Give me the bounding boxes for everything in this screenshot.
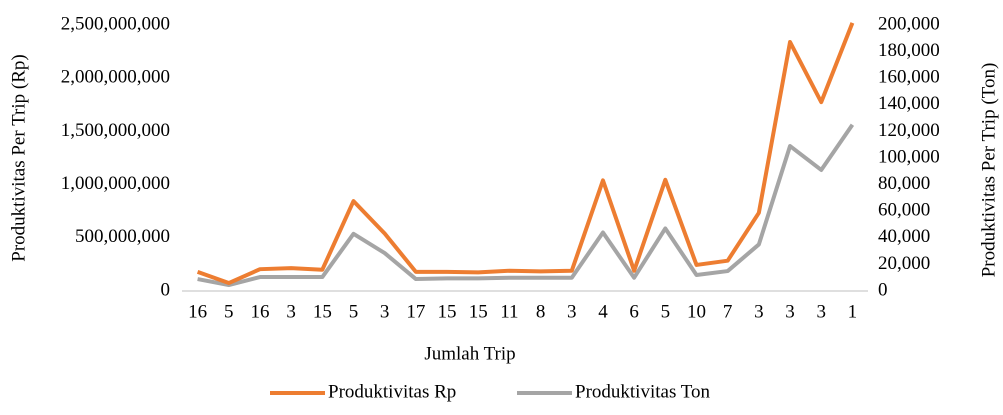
- x-tick-label: 3: [816, 301, 826, 322]
- y2ticks-label: 0: [878, 279, 888, 300]
- x-tick-label: 5: [661, 301, 671, 322]
- x-tick-label: 3: [754, 301, 764, 322]
- x-tick-label: 7: [723, 301, 733, 322]
- series-line: [196, 22, 855, 286]
- y2ticks-label: 200,000: [878, 13, 940, 34]
- y-axis-label: Produktivitas Per Trip (Rp): [8, 54, 29, 261]
- yticks-label: 2,500,000,000: [61, 13, 170, 34]
- x-tick-label: 3: [380, 301, 390, 322]
- x-tick-label: 11: [500, 301, 518, 322]
- x-tick-label: 3: [785, 301, 795, 322]
- y2ticks-label: 20,000: [878, 253, 930, 274]
- legend-label: Produktivitas Ton: [575, 381, 711, 402]
- y2ticks-label: 60,000: [878, 200, 930, 221]
- yticks-label: 2,000,000,000: [61, 67, 170, 88]
- legend-label: Produktivitas Rp: [328, 381, 456, 402]
- yticks-label: 500,000,000: [75, 226, 170, 247]
- yticks-label: 1,500,000,000: [61, 120, 170, 141]
- x-tick-label: 5: [224, 301, 234, 322]
- x-tick-label: 3: [286, 301, 296, 322]
- x-tick-label: 3: [567, 301, 577, 322]
- x-tick-label: 16: [250, 301, 269, 322]
- y2ticks-label: 100,000: [878, 146, 940, 167]
- y2ticks-label: 40,000: [878, 226, 930, 247]
- y2ticks-label: 160,000: [878, 67, 940, 88]
- x-tick-label: 5: [349, 301, 359, 322]
- x-tick-label: 10: [687, 301, 706, 322]
- y2ticks-label: 80,000: [878, 173, 930, 194]
- yticks-label: 0: [161, 279, 171, 300]
- y2ticks-label: 140,000: [878, 93, 940, 114]
- x-tick-label: 15: [438, 301, 457, 322]
- y2ticks-label: 180,000: [878, 40, 940, 61]
- x-tick-label: 1: [848, 301, 858, 322]
- y2ticks-label: 120,000: [878, 120, 940, 141]
- y2-axis-label: Produktivitas Per Trip (Ton): [978, 63, 999, 278]
- x-tick-label: 16: [188, 301, 207, 322]
- x-axis-label: Jumlah Trip: [424, 343, 515, 364]
- x-tick-label: 15: [469, 301, 488, 322]
- x-tick-label: 6: [629, 301, 639, 322]
- yticks-label: 1,000,000,000: [61, 173, 170, 194]
- x-tick-label: 4: [598, 301, 608, 322]
- x-tick-label: 8: [536, 301, 546, 322]
- x-tick-label: 15: [313, 301, 332, 322]
- series-line: [197, 123, 855, 288]
- x-tick-label: 17: [406, 301, 425, 322]
